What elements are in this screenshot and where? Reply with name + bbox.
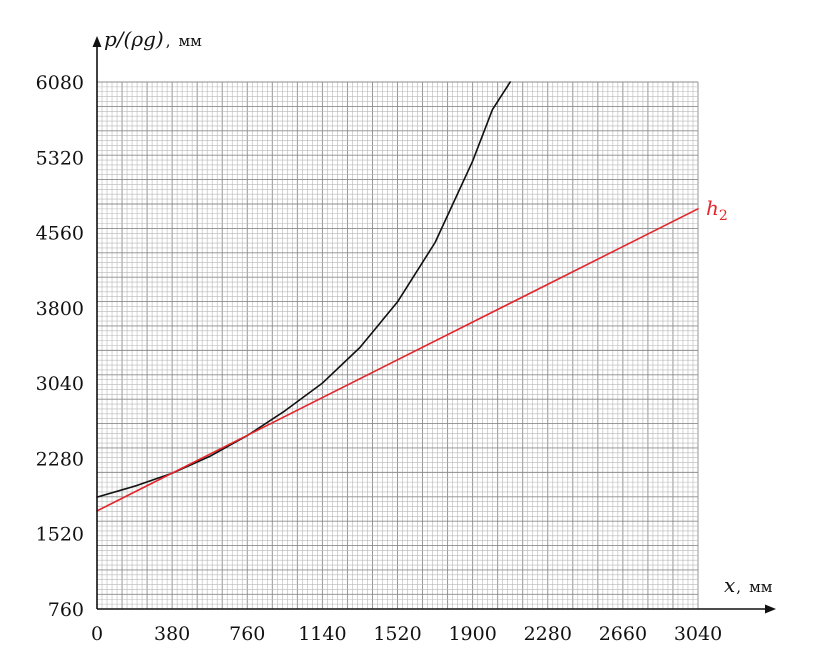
- y-tick-label: 760: [48, 599, 84, 621]
- x-tick-label: 1520: [373, 623, 421, 645]
- x-tick-label: 3040: [674, 623, 722, 645]
- y-tick-label: 5320: [36, 147, 84, 169]
- tick-labels: 0 380 760 1140 1520 1900 2280 2660 3040 760 1520 22…: [36, 72, 723, 645]
- y-axis-label: p/(ρg), мм: [104, 27, 202, 51]
- x-axis-arrow-icon: [765, 604, 776, 614]
- y-axis-arrow-icon: [92, 36, 102, 47]
- series-layer: h2: [96, 81, 728, 512]
- series-line-1: [96, 81, 511, 498]
- x-tick-label: 2660: [599, 623, 647, 645]
- y-tick-label: 2280: [36, 448, 84, 470]
- x-tick-label: 1140: [298, 623, 346, 645]
- y-tick-label: 4560: [36, 223, 84, 245]
- plot-grid: [96, 81, 699, 610]
- x-tick-label: 2280: [524, 623, 572, 645]
- x-tick-label: 0: [91, 623, 103, 645]
- x-tick-label: 760: [229, 623, 265, 645]
- y-tick-label: 3040: [36, 373, 84, 395]
- y-tick-label: 1520: [36, 524, 84, 546]
- series-label-h2: h2: [706, 196, 728, 224]
- x-tick-label: 380: [154, 623, 190, 645]
- x-tick-label: 1900: [448, 623, 496, 645]
- axes: [92, 36, 776, 614]
- y-tick-label: 3800: [36, 298, 84, 320]
- y-tick-label: 6080: [36, 72, 84, 94]
- series-line-h2: [96, 208, 699, 512]
- x-axis-label: x, мм: [724, 573, 773, 597]
